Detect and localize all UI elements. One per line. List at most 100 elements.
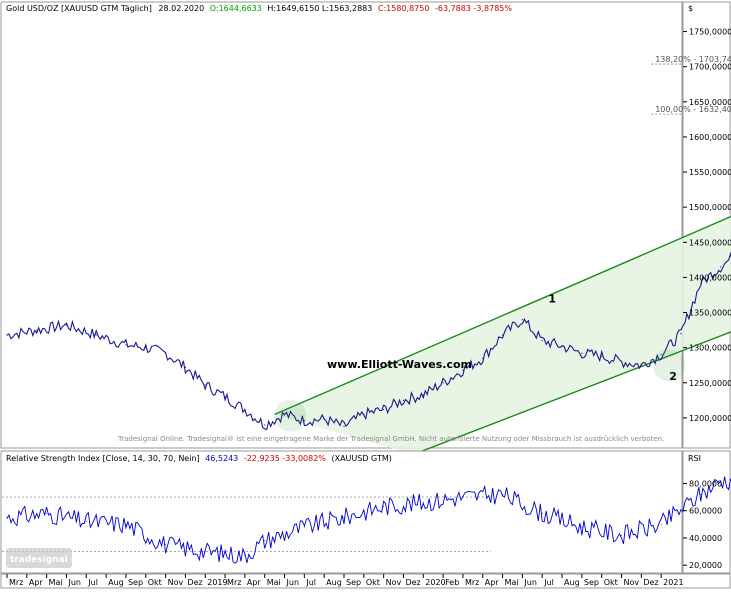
price-point-11 [264, 424, 265, 425]
header-hlc: H:1649,6150 L:1563,2883 [267, 4, 372, 13]
rsi-point-1 [46, 513, 47, 514]
website-label: www.Elliott-Waves.com [327, 358, 472, 371]
price-point-2 [66, 325, 67, 326]
rsi-tick-label-3: 20,0000 [689, 561, 722, 570]
time-tick-label-31: Nov [624, 578, 640, 587]
rsi-tick-label-1: 60,0000 [689, 507, 722, 516]
price-point-5 [145, 347, 146, 348]
price-point-10 [244, 409, 245, 410]
price-tick-label-5: 1500,0000 [689, 203, 731, 212]
rsi-value: 46,5243 [205, 454, 238, 463]
price-point-4 [125, 344, 126, 345]
time-tick-label-9: Dez [187, 578, 202, 587]
time-tick-label-33: 2021 [663, 578, 683, 587]
time-tick-label-17: Sep [346, 578, 361, 587]
header-close: C:1580,8750 [378, 4, 430, 13]
wave-label-1: 1 [548, 293, 556, 306]
time-tick-label-15: Jul [305, 578, 316, 587]
price-tick-label-8: 1350,0000 [689, 309, 731, 318]
rsi-axis-label: RSI [688, 454, 701, 463]
price-point-20 [443, 382, 444, 383]
price-panel: $ 138,20% - 1703,7477100,00% - 1632,4089… [1, 2, 731, 454]
time-tick-label-0: Mrz [9, 578, 23, 587]
time-tick-label-21: 2020 [425, 578, 445, 587]
rsi-plot-area [1, 451, 682, 573]
rsi-point-11 [423, 502, 424, 503]
rsi-point-17 [661, 524, 662, 525]
time-tick-label-24: Apr [485, 578, 500, 587]
header-change: -63,7883 -3,8785% [435, 4, 512, 13]
price-point-32 [680, 333, 681, 334]
rsi-point-5 [205, 551, 206, 552]
rsi-point-0 [7, 517, 8, 518]
price-point-19 [423, 394, 424, 395]
time-tick-label-32: Dez [643, 578, 658, 587]
time-tick-label-5: Aug [108, 578, 124, 587]
header-line: Gold USD/OZ [XAUUSD GTM Täglich] 28.02.2… [6, 4, 512, 13]
time-tick-label-4: Jul [87, 578, 98, 587]
time-tick-label-28: Aug [564, 578, 580, 587]
price-point-18 [403, 400, 404, 401]
rsi-point-10 [383, 506, 384, 507]
time-tick-label-6: Sep [128, 578, 143, 587]
time-tick-label-8: Nov [168, 578, 184, 587]
time-tick-label-20: Dez [405, 578, 420, 587]
price-tick-label-4: 1550,0000 [689, 168, 731, 177]
price-point-26 [561, 346, 562, 347]
price-point-23 [502, 334, 503, 335]
rsi-tick-label-0: 80,0000 [689, 479, 722, 488]
logo-text: tradesignal online [10, 555, 102, 565]
time-tick-label-14: Jun [286, 578, 300, 587]
price-tick-label-9: 1300,0000 [689, 344, 731, 353]
wave-highlight-1 [653, 349, 685, 381]
rsi-point-18 [700, 494, 701, 495]
time-tick-label-3: Jun [67, 578, 81, 587]
price-point-3 [96, 334, 97, 335]
header-instrument: Gold USD/OZ [XAUUSD GTM Täglich] [6, 4, 152, 13]
price-point-16 [363, 414, 364, 415]
wave-highlight-0 [274, 400, 306, 432]
price-point-22 [482, 358, 483, 359]
rsi-point-6 [244, 555, 245, 556]
price-point-29 [621, 361, 622, 362]
price-tick-label-6: 1450,0000 [689, 238, 731, 247]
time-tick-label-25: Mai [505, 578, 519, 587]
time-tick-label-1: Apr [29, 578, 44, 587]
price-point-15 [343, 426, 344, 427]
rsi-point-9 [344, 517, 345, 518]
rsi-point-14 [542, 513, 543, 514]
price-point-34 [720, 266, 721, 267]
rsi-tick-label-2: 40,0000 [689, 534, 722, 543]
rsi-panel: RSI 80,0000 60,0000 40,0000 20,0000 Relativ… [1, 451, 731, 573]
price-point-14 [324, 419, 325, 420]
price-tick-label-11: 1200,0000 [689, 414, 731, 423]
price-header: Gold USD/OZ [XAUUSD GTM Täglich] 28.02.2… [6, 4, 512, 13]
time-tick-label-12: Apr [247, 578, 262, 587]
time-tick-label-19: Nov [386, 578, 402, 587]
time-tick-label-29: Sep [584, 578, 599, 587]
time-tick-label-11: Mrz [227, 578, 241, 587]
header-date: 28.02.2020 [158, 4, 204, 13]
price-tick-label-3: 1600,0000 [689, 133, 731, 142]
rsi-change: -22,9235 -33,0082% [244, 454, 326, 463]
rsi-header: Relative Strength Index [Close, 14, 30, … [6, 454, 392, 463]
rsi-point-2 [86, 521, 87, 522]
price-tick-label-7: 1400,0000 [689, 273, 731, 282]
rsi-point-16 [621, 535, 622, 536]
time-tick-label-7: Okt [148, 578, 162, 587]
price-point-30 [641, 365, 642, 366]
disclaimer-text: Tradesignal Online. Tradesignal® ist ein… [117, 435, 664, 443]
rsi-point-12 [462, 497, 463, 498]
price-point-17 [383, 409, 384, 410]
price-point-6 [165, 353, 166, 354]
rsi-point-4 [165, 544, 166, 545]
price-point-33 [700, 282, 701, 283]
time-tick-label-2: Mai [49, 578, 63, 587]
rsi-point-13 [502, 494, 503, 495]
price-point-25 [542, 340, 543, 341]
time-tick-label-22: Feb [445, 578, 459, 587]
time-tick-label-27: Jul [543, 578, 554, 587]
time-tick-label-16: Aug [326, 578, 342, 587]
